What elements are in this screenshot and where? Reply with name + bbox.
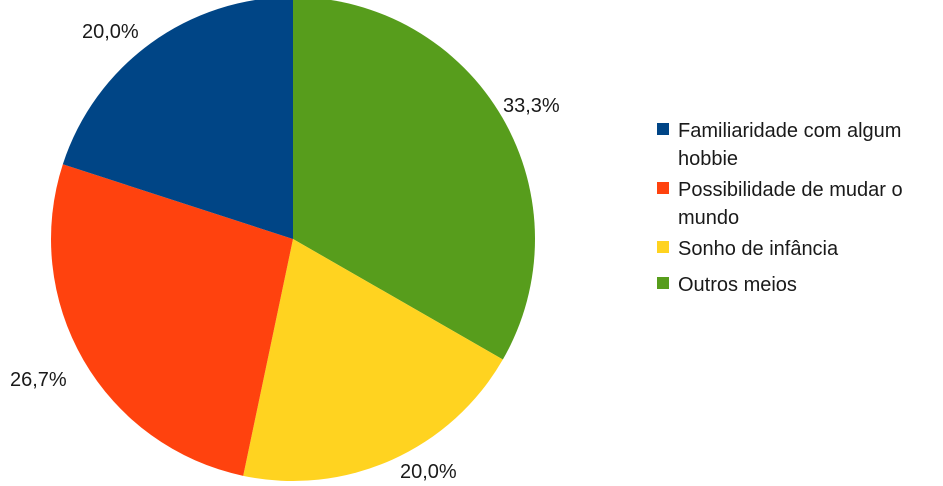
pie-slice-familiaridade-com-algum-hobbie bbox=[62, 0, 293, 239]
legend: Familiaridade com algum hobbie Possibilida… bbox=[657, 120, 903, 296]
legend-swatch bbox=[657, 277, 669, 289]
pie-slice-sonho-de-inf-ncia bbox=[243, 239, 503, 481]
pie-percent-label: 20,0% bbox=[400, 461, 457, 483]
legend-swatch bbox=[657, 123, 669, 135]
pie-percent-labels: 33,3% 20,0% 26,7% 20,0% bbox=[10, 21, 560, 483]
pie-slices bbox=[50, 0, 535, 481]
legend-label: hobbie bbox=[678, 148, 738, 170]
pie-percent-label: 33,3% bbox=[503, 95, 560, 117]
legend-label: mundo bbox=[678, 207, 739, 229]
pie-percent-label: 20,0% bbox=[82, 21, 139, 43]
legend-swatch bbox=[657, 241, 669, 253]
legend-label: Outros meios bbox=[678, 274, 797, 296]
pie-slice-possibilidade-de-mudar-o-mundo bbox=[50, 164, 293, 476]
legend-label: Sonho de infância bbox=[678, 238, 839, 260]
pie-slice-outros-meios bbox=[293, 0, 535, 360]
legend-swatch bbox=[657, 182, 669, 194]
legend-label: Familiaridade com algum bbox=[678, 120, 901, 142]
pie-percent-label: 26,7% bbox=[10, 369, 67, 391]
legend-label: Possibilidade de mudar o bbox=[678, 179, 903, 201]
